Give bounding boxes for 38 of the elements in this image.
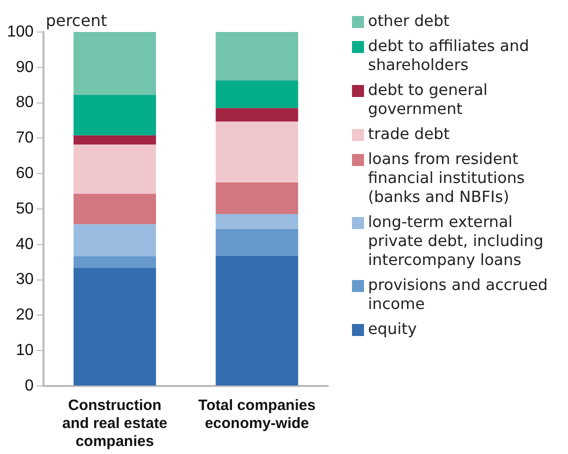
x-tick-label: Total companies economy-wide <box>198 397 316 432</box>
legend-label: debt to affiliates and shareholders <box>368 37 530 75</box>
y-tick-label: 0 <box>24 377 34 394</box>
legend-label: trade debt <box>368 125 450 144</box>
bar <box>74 32 156 96</box>
y-tick-label: 90 <box>16 58 34 76</box>
legend-label: long-term external private debt, including intercompany loans <box>368 213 544 270</box>
bar <box>216 80 298 108</box>
bar <box>216 108 298 122</box>
bar <box>216 256 298 386</box>
y-tick-label: 10 <box>16 342 34 360</box>
bar <box>74 256 156 268</box>
bar <box>74 95 156 136</box>
bar <box>216 228 298 256</box>
bar <box>216 122 298 182</box>
y-tick-label: 40 <box>16 236 34 253</box>
y-tick-label: 100 <box>6 23 34 40</box>
y-tick-label: 80 <box>16 94 34 112</box>
bar <box>74 268 156 386</box>
legend-label: debt to general government <box>368 81 489 119</box>
bar <box>216 32 298 80</box>
y-tick-label: 60 <box>16 165 34 182</box>
bar <box>74 224 156 256</box>
y-axis-title: percent <box>46 11 107 30</box>
legend-label: other debt <box>368 12 450 31</box>
y-tick-label: 50 <box>16 200 34 218</box>
legend-label: loans from resident financial institutions (banks and NBFIs) <box>368 150 526 207</box>
y-tick-label: 70 <box>16 130 34 147</box>
bar <box>74 144 156 194</box>
bar <box>216 182 298 214</box>
bar <box>74 135 156 145</box>
legend-label: equity <box>368 320 417 339</box>
x-tick-label: Construction and real estate companies <box>62 397 168 450</box>
y-tick-label: 20 <box>16 306 34 324</box>
legend-label: provisions and accrued income <box>368 276 549 314</box>
bar <box>216 214 298 229</box>
y-tick-label: 30 <box>16 271 34 288</box>
bar <box>74 194 156 224</box>
